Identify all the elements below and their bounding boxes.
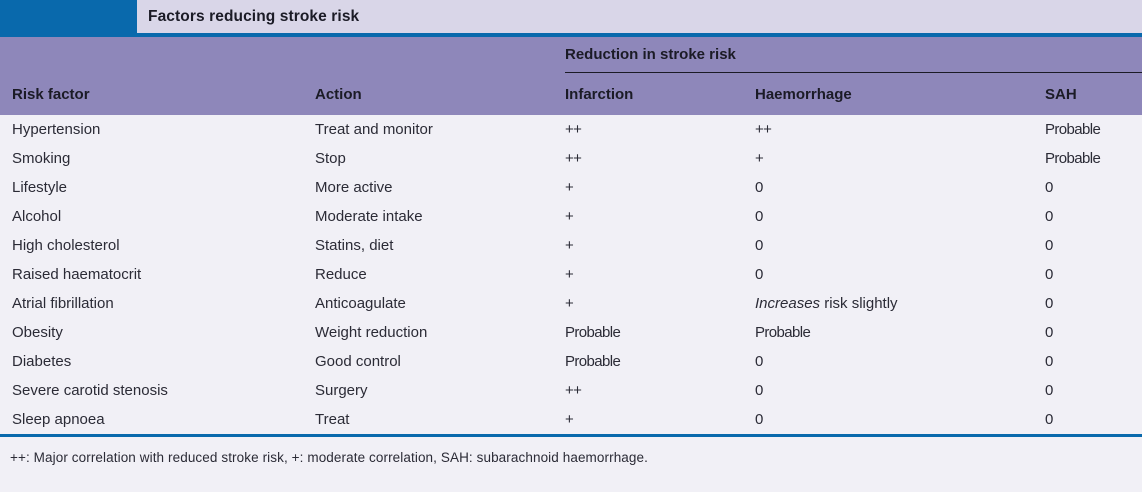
cell-action: Treat	[315, 411, 350, 428]
cell-action: Reduce	[315, 266, 367, 283]
cell-action: Anticoagulate	[315, 295, 406, 312]
table-row: High cholesterol Statins, diet + 0 0	[0, 231, 1142, 260]
cell-sah: 0	[1045, 208, 1053, 225]
cell-risk-factor: Raised haematocrit	[12, 266, 142, 283]
column-header-risk-factor: Risk factor	[0, 73, 303, 115]
cell-haemorrhage: 0	[755, 411, 763, 428]
cell-infarction: +	[565, 237, 574, 254]
group-header-spacer	[0, 37, 553, 73]
cell-action: More active	[315, 179, 393, 196]
cell-sah: Probable	[1045, 121, 1101, 138]
cell-sah: 0	[1045, 324, 1053, 341]
group-header-reduction: Reduction in stroke risk	[565, 37, 1142, 73]
cell-action: Treat and monitor	[315, 121, 433, 138]
cell-infarction: ++	[565, 121, 582, 138]
cell-haemorrhage: 0	[755, 266, 763, 283]
cell-haemorrhage: Probable	[755, 324, 811, 341]
cell-infarction: +	[565, 295, 574, 312]
cell-action: Moderate intake	[315, 208, 423, 225]
cell-sah: 0	[1045, 266, 1053, 283]
cell-infarction: +	[565, 266, 574, 283]
cell-risk-factor: Diabetes	[12, 353, 72, 370]
column-header-sah: SAH	[1033, 73, 1142, 115]
group-header-row: Reduction in stroke risk	[0, 37, 1142, 73]
cell-infarction: ++	[565, 150, 582, 167]
cell-haemorrhage: ++	[755, 121, 772, 138]
cell-haemorrhage: Increases risk slightly	[743, 289, 1033, 318]
stroke-risk-table: Reduction in stroke risk Risk factor Act…	[0, 37, 1142, 434]
cell-risk-factor: Lifestyle	[12, 179, 68, 196]
cell-action: Surgery	[315, 382, 368, 399]
cell-sah: 0	[1045, 353, 1053, 370]
table-row: Smoking Stop ++ + Probable	[0, 144, 1142, 173]
increases-emphasis: Increases	[755, 295, 821, 312]
cell-infarction: +	[565, 179, 574, 196]
cell-risk-factor: Severe carotid stenosis	[12, 382, 168, 399]
cell-risk-factor: High cholesterol	[12, 237, 120, 254]
column-header-infarction: Infarction	[553, 73, 743, 115]
cell-sah: Probable	[1045, 150, 1101, 167]
cell-sah: 0	[1045, 237, 1053, 254]
cell-haemorrhage: +	[755, 150, 764, 167]
cell-sah: 0	[1045, 179, 1053, 196]
cell-haemorrhage: 0	[755, 353, 763, 370]
cell-haemorrhage: 0	[755, 179, 763, 196]
cell-risk-factor: Hypertension	[12, 121, 101, 138]
cell-haemorrhage: 0	[755, 382, 763, 399]
bottom-rule-divider	[0, 434, 1142, 437]
table-row: Alcohol Moderate intake + 0 0	[0, 202, 1142, 231]
cell-haemorrhage: 0	[755, 237, 763, 254]
table-row: Hypertension Treat and monitor ++ ++ Pro…	[0, 115, 1142, 144]
cell-action: Statins, diet	[315, 237, 394, 254]
column-header-row: Risk factor Action Infarction Haemorrhag…	[0, 73, 1142, 115]
cell-risk-factor: Smoking	[12, 150, 71, 167]
column-header-haemorrhage: Haemorrhage	[743, 73, 1033, 115]
table-number-block	[0, 0, 137, 33]
cell-sah: 0	[1045, 382, 1053, 399]
cell-action: Stop	[315, 150, 346, 167]
cell-action: Good control	[315, 353, 401, 370]
group-header-cell: Reduction in stroke risk	[553, 37, 1142, 73]
increases-rest: risk slightly	[820, 295, 898, 312]
table-row: Diabetes Good control Probable 0 0	[0, 347, 1142, 376]
table-footnote: ++: Major correlation with reduced strok…	[10, 450, 648, 465]
top-rule-divider	[0, 33, 1142, 37]
cell-haemorrhage: 0	[755, 208, 763, 225]
cell-infarction: Probable	[565, 353, 621, 370]
table-row: Severe carotid stenosis Surgery ++ 0 0	[0, 376, 1142, 405]
cell-risk-factor: Atrial fibrillation	[12, 295, 114, 312]
cell-infarction: ++	[565, 382, 582, 399]
cell-infarction: +	[565, 208, 574, 225]
table-title: Factors reducing stroke risk	[137, 0, 1142, 33]
cell-risk-factor: Obesity	[12, 324, 63, 341]
cell-infarction: +	[565, 411, 574, 428]
table-row: Atrial fibrillation Anticoagulate + Incr…	[0, 289, 1142, 318]
column-header-action: Action	[303, 73, 553, 115]
cell-sah: 0	[1045, 295, 1053, 312]
table-row: Sleep apnoea Treat + 0 0	[0, 405, 1142, 434]
cell-risk-factor: Alcohol	[12, 208, 62, 225]
cell-action: Weight reduction	[315, 324, 428, 341]
table-row: Obesity Weight reduction Probable Probab…	[0, 318, 1142, 347]
cell-risk-factor: Sleep apnoea	[12, 411, 105, 428]
cell-sah: 0	[1045, 411, 1053, 428]
table-row: Raised haematocrit Reduce + 0 0	[0, 260, 1142, 289]
title-bar: Factors reducing stroke risk	[0, 0, 1142, 33]
cell-infarction: Probable	[565, 324, 621, 341]
table-row: Lifestyle More active + 0 0	[0, 173, 1142, 202]
